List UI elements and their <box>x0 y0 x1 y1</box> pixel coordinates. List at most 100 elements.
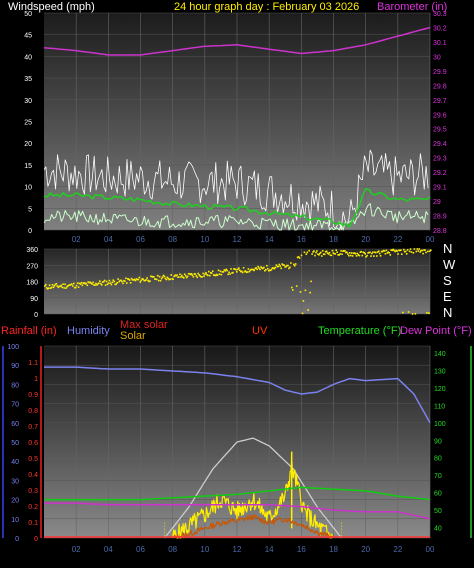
direction-tick-label: 180 <box>26 280 38 287</box>
wind-direction-point <box>308 249 310 252</box>
wind-tick-label: 10 <box>24 185 32 192</box>
wind-direction-point <box>179 273 181 276</box>
x-tick-label: 02 <box>72 235 81 244</box>
wind-direction-point <box>186 275 189 278</box>
wind-direction-point <box>364 253 366 255</box>
wind-direction-point <box>251 268 254 271</box>
wind-direction-point <box>232 271 234 274</box>
wind-direction-point <box>413 248 416 250</box>
wind-direction-point <box>51 284 54 286</box>
wind-direction-point <box>395 249 397 252</box>
barometer-tick-label: 30 <box>433 54 441 61</box>
wind-direction-point <box>215 273 218 276</box>
wind-direction-point <box>278 263 281 266</box>
humidity-tick-label: 80 <box>11 382 19 389</box>
wind-direction-point <box>208 270 210 273</box>
wind-direction-point <box>214 274 217 277</box>
dewpoint-line <box>44 502 431 520</box>
wind-direction-point <box>360 250 363 253</box>
wind-direction-point <box>175 275 177 277</box>
barometer-tick-label: 29.9 <box>433 69 447 76</box>
barometer-tick-label: 29.7 <box>433 98 447 105</box>
max-solar-line <box>164 437 343 539</box>
wind-direction-point <box>86 284 89 287</box>
wind-direction-point <box>100 284 103 286</box>
x-tick-label: 14 <box>265 235 274 244</box>
wind-direction-point <box>401 253 403 255</box>
wind-direction-point <box>189 273 192 276</box>
wind-direction-point <box>97 283 99 285</box>
wind-direction-point <box>88 281 90 284</box>
wind-direction-point <box>176 274 178 276</box>
wind-direction-point <box>171 278 173 280</box>
wind-direction-point <box>228 271 230 274</box>
barometer-tick-label: 29.3 <box>433 156 447 163</box>
humidity-tick-label: 100 <box>7 344 19 351</box>
wind-direction-point <box>190 273 193 275</box>
wind-direction-point <box>87 281 89 283</box>
wind-direction-point <box>124 280 126 283</box>
wind-direction-point <box>397 253 399 255</box>
wind-direction-point <box>233 268 235 270</box>
wind-direction-point <box>415 250 418 253</box>
humidity-tick-label: 60 <box>11 421 19 428</box>
wind-direction-point <box>210 272 212 274</box>
wind-direction-point <box>281 263 283 265</box>
wind-direction-point <box>384 253 387 255</box>
wind-direction-point <box>164 277 167 280</box>
wind-axis-label: Windspeed (mph) <box>8 1 95 13</box>
uv-line <box>172 514 334 539</box>
wind-direction-point <box>45 287 48 289</box>
temperature-tick-label: 60 <box>434 491 442 498</box>
wind-direction-point <box>269 269 272 272</box>
barometer-tick-label: 28.9 <box>433 214 447 221</box>
wind-direction-point <box>128 278 130 281</box>
wind-direction-point <box>380 250 383 253</box>
wind-direction-point <box>140 279 143 282</box>
wind-direction-point <box>378 252 381 255</box>
wind-direction-point <box>54 283 57 286</box>
humidity-label: Humidity <box>67 325 110 337</box>
wind-direction-point <box>335 249 337 251</box>
wind-direction-point <box>257 265 259 268</box>
wind-direction-point <box>372 251 374 253</box>
wind-direction-point <box>112 279 115 281</box>
wind-direction-point <box>361 254 364 257</box>
wind-direction-point <box>410 251 413 253</box>
rain-tick-label: 0 <box>34 536 38 543</box>
wind-direction-point <box>390 249 392 251</box>
rain-tick-label: 0.7 <box>28 424 38 431</box>
wind-direction-point <box>220 273 223 276</box>
direction-tick-label: 0 <box>34 312 38 319</box>
wind-direction-point <box>430 249 432 251</box>
wind-direction-point <box>70 283 72 286</box>
compass-label-s: S <box>443 273 452 288</box>
wind-direction-point <box>80 282 83 284</box>
wind-direction-point <box>230 268 232 270</box>
solar-label: Solar <box>120 330 146 342</box>
wind-direction-point <box>250 268 253 271</box>
wind-direction-point <box>197 272 199 275</box>
wind-direction-point <box>365 256 367 258</box>
wind-direction-point <box>266 267 269 270</box>
x-tick-label: 08 <box>168 235 177 244</box>
wind-direction-point <box>62 283 64 285</box>
wind-direction-point <box>72 285 74 287</box>
x-tick-label: 18 <box>329 545 338 554</box>
wind-direction-point <box>65 287 67 289</box>
wind-direction-point <box>47 287 50 289</box>
wind-direction-point <box>106 283 109 286</box>
rain-tick-label: 0.2 <box>28 504 38 511</box>
wind-direction-point <box>310 280 312 283</box>
wind-direction-point <box>259 268 261 271</box>
rain-tick-label: 0.3 <box>28 488 38 495</box>
wind-direction-point <box>393 249 395 252</box>
wind-direction-point <box>321 250 324 252</box>
wind-direction-point <box>204 273 206 275</box>
wind-direction-point <box>163 275 166 278</box>
wind-direction-point <box>334 253 337 255</box>
wind-direction-point <box>327 253 330 255</box>
wind-direction-point <box>151 275 153 278</box>
uv-label: UV <box>252 325 268 337</box>
wind-direction-point <box>168 278 171 281</box>
